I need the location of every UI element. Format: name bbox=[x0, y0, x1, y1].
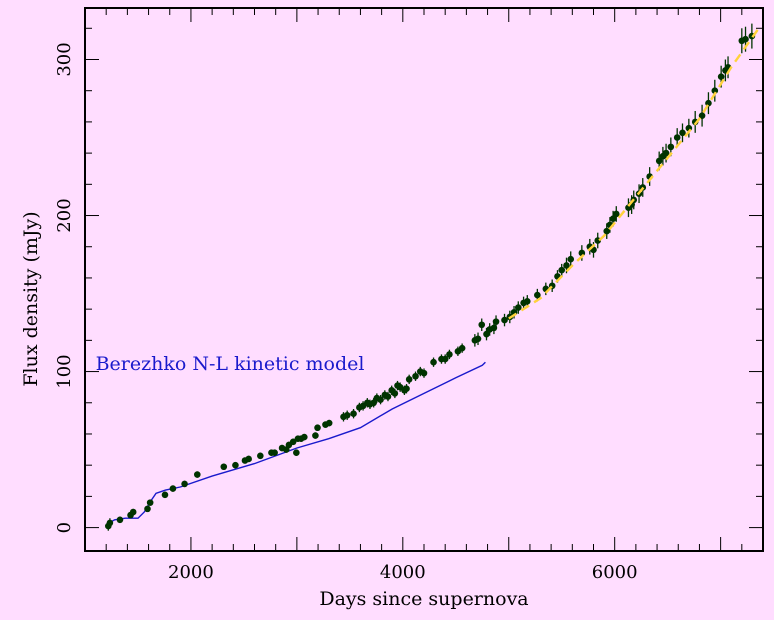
data-point bbox=[312, 432, 319, 439]
data-point bbox=[667, 143, 675, 151]
data-point bbox=[534, 291, 541, 299]
data-point bbox=[403, 385, 410, 393]
data-point bbox=[245, 455, 252, 463]
data-point bbox=[129, 508, 137, 516]
data-point bbox=[603, 227, 611, 235]
data-points bbox=[105, 23, 756, 531]
data-point bbox=[257, 452, 264, 460]
plot-frame bbox=[84, 7, 764, 552]
data-point bbox=[161, 491, 169, 499]
data-point bbox=[679, 129, 686, 137]
data-point bbox=[492, 318, 500, 325]
data-point bbox=[314, 424, 321, 432]
data-point bbox=[430, 358, 437, 366]
data-point bbox=[483, 330, 490, 338]
data-point bbox=[300, 433, 308, 441]
data-point bbox=[144, 505, 151, 513]
data-point bbox=[370, 399, 377, 407]
fit-line bbox=[508, 24, 762, 320]
tick-marks bbox=[84, 8, 764, 551]
data-point bbox=[662, 149, 670, 157]
data-point bbox=[711, 87, 719, 94]
data-point bbox=[169, 485, 177, 492]
data-point bbox=[146, 499, 154, 506]
data-point bbox=[474, 335, 482, 343]
y-tick-label: 300 bbox=[54, 42, 75, 76]
data-point bbox=[377, 396, 384, 403]
data-point bbox=[343, 411, 351, 419]
x-tick-label: 6000 bbox=[592, 562, 638, 583]
data-point bbox=[106, 519, 114, 527]
y-axis-label: Flux density (mJy) bbox=[20, 211, 42, 386]
data-point bbox=[384, 393, 392, 400]
data-point bbox=[446, 351, 453, 358]
data-point bbox=[501, 316, 508, 324]
data-point bbox=[293, 449, 300, 456]
data-point bbox=[558, 266, 566, 274]
data-point bbox=[412, 372, 419, 380]
x-tick-label: 4000 bbox=[380, 562, 426, 583]
model-annotation: Berezhko N-L kinetic model bbox=[96, 353, 365, 375]
y-tick-label: 200 bbox=[54, 198, 75, 232]
data-point bbox=[567, 255, 575, 263]
data-point bbox=[514, 304, 522, 311]
data-point bbox=[350, 410, 357, 417]
data-point bbox=[673, 134, 681, 141]
x-tick-label: 2000 bbox=[168, 562, 214, 583]
data-point bbox=[420, 369, 428, 377]
data-point bbox=[612, 210, 620, 218]
data-point bbox=[523, 298, 531, 305]
data-point bbox=[441, 355, 449, 363]
data-point bbox=[325, 419, 333, 427]
data-point bbox=[405, 376, 413, 383]
data-point bbox=[655, 157, 663, 165]
data-point bbox=[181, 480, 188, 488]
data-point bbox=[289, 438, 297, 446]
data-point bbox=[563, 262, 570, 269]
data-point bbox=[271, 449, 278, 456]
data-point bbox=[116, 516, 124, 524]
data-point bbox=[458, 344, 466, 352]
y-tick-label: 0 bbox=[54, 522, 75, 533]
data-point bbox=[220, 463, 228, 471]
data-point bbox=[478, 321, 486, 329]
data-point bbox=[193, 471, 201, 478]
tick-labels: 2000 4000 6000 0 100 200 300 bbox=[54, 42, 638, 583]
data-point bbox=[742, 35, 749, 43]
y-tick-label: 100 bbox=[54, 354, 75, 388]
x-axis-label: Days since supernova bbox=[319, 588, 528, 610]
data-point bbox=[232, 461, 239, 469]
data-point bbox=[717, 73, 725, 80]
model-line bbox=[105, 361, 486, 526]
data-point bbox=[609, 215, 617, 222]
data-point bbox=[698, 112, 706, 119]
data-point bbox=[391, 390, 399, 397]
